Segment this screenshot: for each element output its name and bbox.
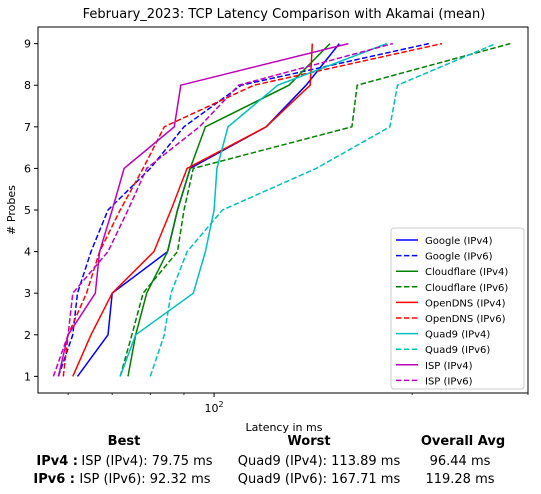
y-tick-label: 4 — [24, 246, 31, 259]
y-tick-label: 1 — [24, 370, 31, 383]
series-line-7 — [119, 42, 388, 377]
x-axis: 102 — [67, 393, 529, 415]
y-axis-label: # Probes — [5, 185, 18, 235]
legend-box — [390, 227, 525, 390]
legend-label: Cloudflare (IPv4) — [425, 267, 508, 278]
legend-label: Quad9 (IPv6) — [425, 345, 490, 356]
series-line-9 — [57, 42, 349, 377]
legend-label: OpenDNS (IPv6) — [425, 314, 506, 325]
y-tick-label: 3 — [24, 287, 31, 300]
y-axis: 1 2 3 4 5 6 7 8 9 — [24, 38, 38, 383]
chart-title: February_2023: TCP Latency Comparison wi… — [83, 7, 486, 22]
series-line-4 — [119, 42, 511, 377]
y-tick-label: 7 — [24, 121, 31, 134]
y-tick-label: 2 — [24, 329, 31, 342]
legend-label: Quad9 (IPv4) — [425, 330, 490, 341]
series-line-5 — [72, 43, 314, 377]
y-tick-label: 9 — [24, 38, 31, 51]
legend-label: OpenDNS (IPv4) — [425, 298, 506, 309]
legend-label: ISP (IPv4) — [425, 361, 473, 372]
legend-label: Google (IPv6) — [425, 252, 493, 263]
series-line-8 — [149, 42, 497, 377]
legend-label: ISP (IPv6) — [425, 376, 473, 387]
legend-label: Google (IPv4) — [425, 236, 493, 247]
y-tick-label: 8 — [24, 79, 31, 92]
series-line-10 — [52, 42, 394, 377]
series-line-1 — [76, 43, 340, 377]
series-line-2 — [57, 42, 429, 377]
x-tick-label: 102 — [205, 400, 224, 415]
y-tick-label: 6 — [24, 162, 31, 175]
y-tick-label: 5 — [24, 204, 31, 217]
series-line-6 — [62, 42, 443, 377]
legend: Google (IPv4) Google (IPv6) Cloudflare (IP… — [390, 227, 525, 390]
x-axis-label: Latency in ms — [246, 421, 323, 434]
legend-label: Cloudflare (IPv6) — [425, 283, 508, 294]
plot-area — [52, 42, 511, 377]
